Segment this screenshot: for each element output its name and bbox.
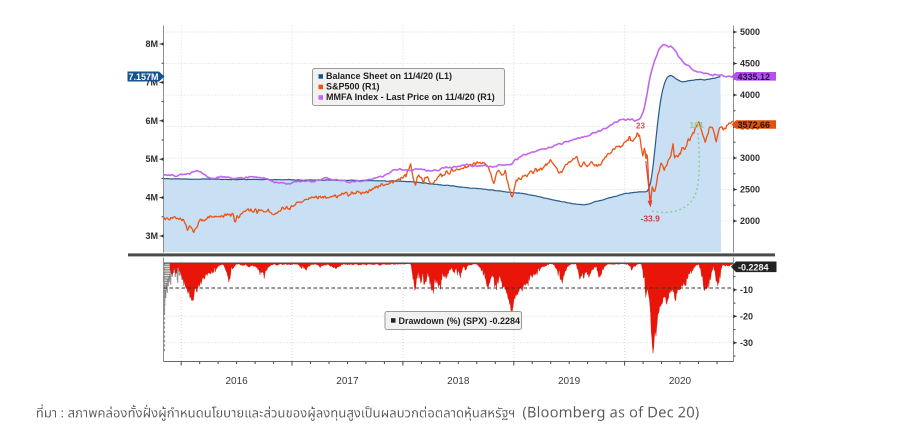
svg-text:Drawdown (%) (SPX) -0.2284: Drawdown (%) (SPX) -0.2284 [399, 316, 521, 326]
svg-text:MMFA Index - Last Price on 11/: MMFA Index - Last Price on 11/4/20 (R1) [326, 92, 495, 102]
svg-text:101: 101 [690, 120, 704, 130]
svg-text:-33.9: -33.9 [641, 214, 661, 224]
svg-text:5000: 5000 [740, 27, 760, 37]
svg-text:3000: 3000 [740, 153, 760, 163]
svg-text:8M: 8M [145, 39, 158, 49]
svg-text:2020: 2020 [669, 376, 692, 387]
svg-text:23: 23 [636, 122, 645, 131]
svg-text:2018: 2018 [447, 376, 470, 387]
svg-text:5M: 5M [145, 154, 158, 164]
svg-text:3M: 3M [145, 231, 158, 241]
svg-text:-20: -20 [740, 311, 753, 321]
svg-text:Balance Sheet on 11/4/20 (L1): Balance Sheet on 11/4/20 (L1) [326, 71, 452, 81]
svg-text:2017: 2017 [336, 376, 359, 387]
svg-text:S&P500 (R1): S&P500 (R1) [326, 82, 380, 92]
svg-text:-10: -10 [740, 285, 753, 295]
svg-text:4000: 4000 [740, 90, 760, 100]
svg-text:6M: 6M [145, 116, 158, 126]
svg-text:-0.2284: -0.2284 [738, 263, 769, 273]
svg-text:2500: 2500 [740, 185, 760, 195]
svg-text:2000: 2000 [740, 216, 760, 226]
svg-text:2016: 2016 [225, 376, 248, 387]
svg-text:3572.66: 3572.66 [738, 120, 771, 130]
svg-text:2019: 2019 [558, 376, 581, 387]
svg-text:4M: 4M [145, 193, 158, 203]
svg-text:7M: 7M [145, 77, 158, 87]
svg-text:7.157M: 7.157M [129, 72, 159, 82]
svg-text:-30: -30 [740, 338, 753, 348]
svg-text:4335.12: 4335.12 [738, 72, 771, 82]
svg-text:4500: 4500 [740, 59, 760, 69]
